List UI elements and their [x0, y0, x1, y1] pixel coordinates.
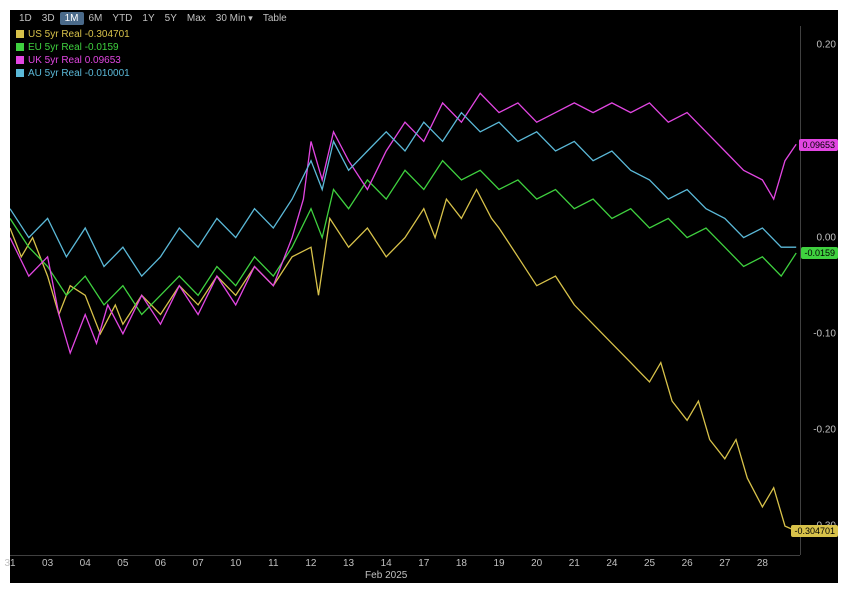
view-table[interactable]: Table [258, 12, 292, 25]
end-value-marker: 0.09653 [799, 139, 838, 151]
y-tick-label: -0.10 [813, 328, 836, 339]
x-tick-label: 26 [682, 558, 693, 569]
y-tick-label: 0.20 [817, 40, 836, 51]
x-tick-label: 05 [117, 558, 128, 569]
range-6m[interactable]: 6M [84, 12, 108, 25]
x-tick-label: 13 [343, 558, 354, 569]
chart-plot-area[interactable] [10, 26, 800, 555]
end-value-marker: -0.0159 [801, 247, 838, 259]
x-month-label: Feb 2025 [365, 570, 407, 581]
x-tick-label: 31 [4, 558, 15, 569]
x-tick-label: 21 [569, 558, 580, 569]
y-tick-label: -0.20 [813, 424, 836, 435]
x-tick-label: 17 [418, 558, 429, 569]
range-3d[interactable]: 3D [37, 12, 60, 25]
x-tick-label: 25 [644, 558, 655, 569]
x-tick-label: 20 [531, 558, 542, 569]
x-tick-label: 03 [42, 558, 53, 569]
x-tick-label: 19 [493, 558, 504, 569]
x-tick-label: 27 [719, 558, 730, 569]
y-tick-label: 0.00 [817, 232, 836, 243]
x-tick-label: 18 [456, 558, 467, 569]
interval-select[interactable]: 30 Min [211, 12, 258, 25]
range-ytd[interactable]: YTD [107, 12, 137, 25]
range-max[interactable]: Max [182, 12, 211, 25]
x-tick-label: 06 [155, 558, 166, 569]
x-tick-label: 11 [268, 558, 278, 569]
chart-terminal: 1D 3D 1M 6M YTD 1Y 5Y Max 30 Min Table U… [10, 10, 838, 583]
y-axis: 0.200.00-0.10-0.20-0.300.09653-0.0159-0.… [800, 26, 838, 555]
range-1d[interactable]: 1D [14, 12, 37, 25]
x-tick-label: 04 [80, 558, 91, 569]
range-5y[interactable]: 5Y [160, 12, 182, 25]
range-1m[interactable]: 1M [60, 12, 84, 25]
end-value-marker: -0.304701 [791, 525, 838, 537]
range-toolbar: 1D 3D 1M 6M YTD 1Y 5Y Max 30 Min Table [14, 12, 292, 25]
x-tick-label: 14 [381, 558, 392, 569]
x-tick-label: 24 [606, 558, 617, 569]
x-tick-label: 07 [193, 558, 204, 569]
x-tick-label: 10 [230, 558, 241, 569]
x-tick-label: 28 [757, 558, 768, 569]
x-tick-label: 12 [305, 558, 316, 569]
range-1y[interactable]: 1Y [137, 12, 159, 25]
x-axis: 3103040506071011121314171819202124252627… [10, 555, 800, 583]
